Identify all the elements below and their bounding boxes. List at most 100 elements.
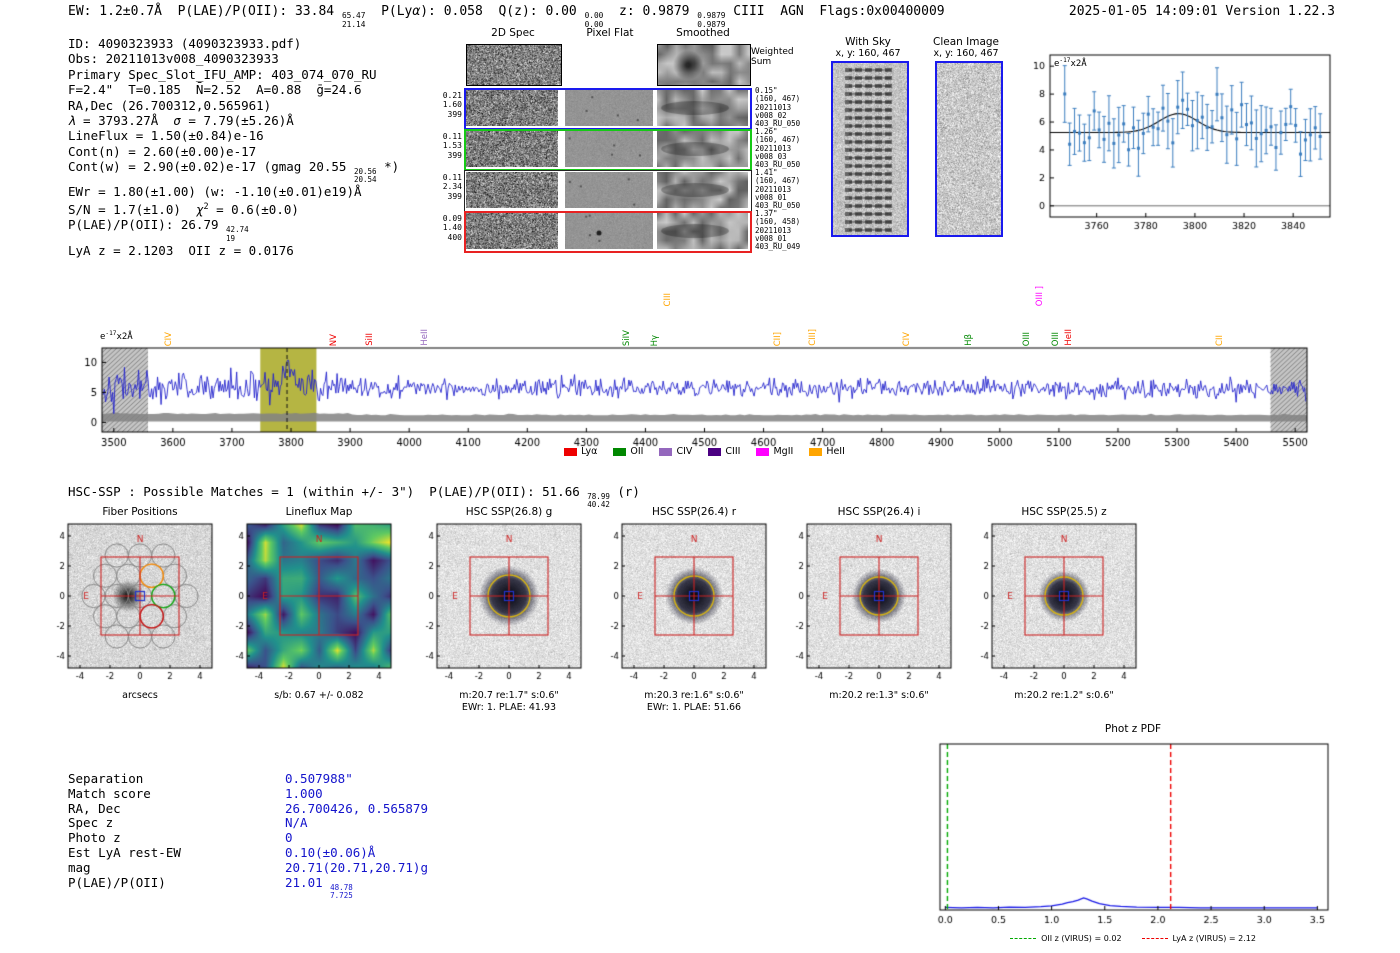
text-segment: 0 [285,830,293,846]
stack-bottom: 19 [226,233,236,243]
text-segment: 26.700426, 0.565879 [285,800,428,816]
legend-label: MgII [773,446,794,457]
spec2d-annotation-line: 1.41" [755,168,778,177]
legend-item: CIII [708,446,740,457]
text-segment: CIII AGN Flags:0x00400009 [725,4,945,19]
stack-bottom: 20.54 [353,175,377,185]
cutout-panel: Lineflux Map s/b: 0.67 +/- 0.082 [217,506,403,702]
spec2d-row-border [464,211,752,253]
photz-legend: OII z (VIRUS) = 0.02 LyA z (VIRUS) = 2.12 [928,934,1338,943]
spec2d-left-label: 2.34 [442,182,462,192]
photz-legend-item: OII z (VIRUS) = 0.02 [1010,934,1122,943]
photz-legend-label: OII z (VIRUS) = 0.02 [1041,934,1122,943]
info-line: LyA z = 2.1203 OII z = 0.0176 [68,243,399,258]
weighted-smoothed-canvas [657,44,751,86]
info-line: Cont(n) = 2.60(±0.00)e-17 [68,144,399,159]
match-table-label: Photo z [68,830,121,846]
spec2d-annotation-line: 403_RU_050 [755,119,801,129]
spectrum-units-annotation: e-17x2Å [100,330,133,342]
match-table-value: 26.700426, 0.565879 [285,801,428,816]
pixelflat-cell-canvas [565,131,653,167]
spec2d-left-label: 0.21 [442,91,462,100]
info-line: ID: 4090323933 (4090323933.pdf) [68,36,399,51]
spec2d-left-label: 399 [447,150,462,160]
match-table-label: Est LyA rest-EW [68,844,181,860]
stack-bottom: 0.9879 [697,19,726,29]
legend-item: CIV [659,446,692,457]
match-table-value: 0.507988" [285,771,353,786]
legend-label: CIII [725,446,741,457]
spec2d-annotation-line: v008_03 [755,151,787,161]
match-table-row: Match score 1.000 [68,785,428,802]
stack-bottom: 0.00 [584,19,604,29]
text-segment: F=2.4" T=0.185 N̄=2.52 A=0.88 ḡ=24.6 [68,82,362,98]
spec2d-annotation-line: (160, 467) [755,176,801,186]
match-table-row: Est LyA rest-EW 0.10(±0.06)Å [68,844,428,861]
match-table-value: 1.000 [285,786,323,801]
pixelflat-cell-canvas [565,172,653,208]
legend-label: CIV [676,446,693,457]
superscript-segment: -17 [105,330,117,337]
info-line: λ = 3793.27Å σ = 7.79(±5.26)Å [68,113,399,128]
match-table-row: Photo z 0 [68,830,428,846]
legend-swatch [659,447,673,456]
match-table-row: Separation 0.507988" [68,771,428,787]
pixelflat-cell-canvas [565,90,653,126]
match-table-value: 0 [285,830,293,845]
match-table-label: RA, Dec [68,800,121,816]
text-segment: LyA z = 2.1203 OII z = 0.0176 [68,242,294,258]
cutout-title: Fiber Positions [102,506,178,518]
info-line: F=2.4" T=0.185 N̄=2.52 A=0.88 ḡ=24.6 [68,82,399,97]
legend-label: Lyα [581,446,598,457]
stack-bottom: 40.42 [587,500,610,510]
spec2d-row-annotations: 0.15" (160, 467) 20211013 v008_02 403_RU_050 [755,86,801,129]
with-sky-title: With Sky [845,36,891,48]
cutout-canvas [962,520,1148,690]
spec2d-annotation-line: 403_RU_049 [755,242,801,252]
cutout-caption: m:20.7 re:1.7" s:0.6" [459,690,559,701]
info-line: P(LAE)/P(OII): 26.79 42.74 19 [68,217,399,242]
text-segment: *) [376,159,400,175]
fraction-stack: 0.9879 0.9879 [697,11,726,29]
match-table-row: RA, Dec 26.700426, 0.565879 [68,800,428,817]
match-table-label: Match score [68,785,151,801]
text-segment: = 0.6(±0.0) [208,202,299,217]
info-line: EWr = 1.80(±1.00) (w: -1.10(±0.01)e19)Å [68,184,399,199]
weighted-2d-spec-canvas [466,44,562,86]
weighted-sum-label: Weighted Sum [751,47,794,67]
hsc-header: HSC-SSP : Possible Matches = 1 (within +… [68,484,640,509]
cutout-canvas [777,520,963,690]
info-line: Cont(w) = 2.90(±0.02)e-17 (gmag 20.55 20… [68,159,399,184]
text-segment: Obs: 20211013v008_4090323933 [68,51,279,67]
legend-swatch [613,447,627,456]
spec2d-left-label: 1.53 [442,141,462,151]
fraction-stack: 42.74 19 [226,226,249,242]
cutout-caption: m:20.2 re:1.3" s:0.6" [829,690,929,701]
text-segment: 20.71(20.71,20.71)g [285,859,428,875]
info-line: Primary Spec_Slot_IFU_AMP: 403_074_070_R… [68,67,399,82]
spec2d-left-label: 0.11 [442,173,462,182]
line-fit-plot-canvas [1000,45,1340,250]
info-line: S/N = 1.7(±1.0) χ2 = 0.6(±0.0) [68,200,399,218]
legend-label: HeII [826,446,845,457]
text-segment: P(LAE)/P(OII): 26.79 [68,217,227,233]
spec2d-left-label: 0.11 [442,132,462,141]
spec2d-annotation-line: (160, 467) [755,135,801,145]
text-segment: S/N = 1.7(±1.0) [68,202,196,217]
smoothed-cell-canvas [657,131,748,167]
text-segment: e [100,332,106,342]
text-segment: Primary Spec_Slot_IFU_AMP: 403_074_070_R… [68,66,377,82]
col-header-pixel-flat: Pixel Flat [586,27,634,39]
text-segment: x2Å [116,332,133,342]
text-segment: P(Ly [365,4,413,19]
italic-segment: λ [68,113,76,129]
legend-swatch [564,447,578,456]
spec2d-annotation-line: 1.37" [755,209,778,218]
spec2d-annotation-line: (160, 458) [755,217,801,227]
info-block: ID: 4090323933 (4090323933.pdf) Obs: 2021… [68,36,399,258]
stack-top: 65.47 [341,11,366,21]
text-segment: ID: 4090323933 (4090323933.pdf) [68,36,302,51]
superscript-segment: -17 [1059,57,1071,64]
legend-swatch [756,447,770,456]
